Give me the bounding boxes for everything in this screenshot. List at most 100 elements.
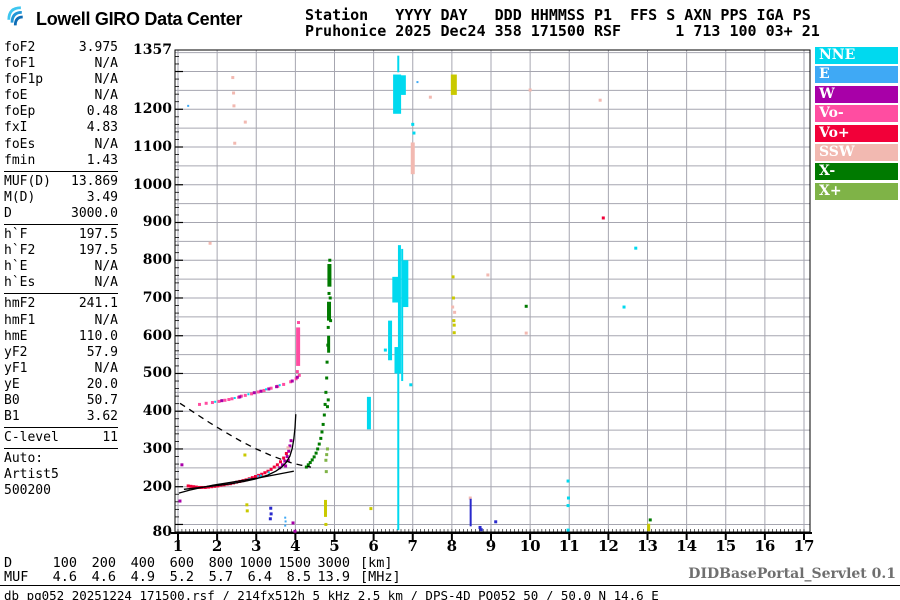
echo-point-yellow-echoes [452, 323, 456, 327]
echo-point-second-hop-magenta [290, 379, 294, 383]
echo-point-second-hop-cyan [278, 384, 281, 387]
parameter-row: fxI 4.83 [4, 120, 118, 136]
echo-bar-spread-f-cyan [402, 260, 409, 308]
parameter-row: foE N/A [4, 88, 118, 104]
echo-point-o-trace-spread-magenta [180, 463, 184, 467]
parameter-row: C-level 11 [4, 430, 118, 446]
echo-bar-x-trace [327, 335, 331, 353]
echo-bar-spread-f-cyan [394, 347, 401, 374]
parameter-value: 3.49 [86, 189, 118, 205]
parameter-row: hmE 110.0 [4, 329, 118, 345]
echo-point-second-hop-magenta [267, 387, 271, 391]
echo-bar-spread-f-cyan [401, 248, 404, 382]
parameter-value: 197.5 [78, 243, 118, 259]
parameter-value: N/A [94, 72, 118, 88]
y-axis-tick-label: 200 [142, 478, 172, 495]
echo-point-spread-f-cyan [411, 122, 415, 126]
muf-row-value: 5.2 [169, 569, 194, 585]
echo-point-yellow-echoes [245, 503, 249, 507]
echo-point-x-trace [312, 455, 316, 459]
parameter-value: 13.869 [71, 173, 118, 189]
echo-point-second-hop-pink [256, 390, 260, 394]
parameter-label: foF1p [4, 72, 44, 88]
echo-point-x-trace [314, 451, 318, 455]
parameter-row: hmF2 241.1 [4, 296, 118, 312]
x-axis-tick-label: 17 [793, 537, 815, 555]
y-axis-tick-label: 700 [142, 289, 172, 306]
echo-point-navy-echoes [479, 528, 483, 532]
d-row-value: 1000 [239, 555, 272, 571]
echo-point-ssw-echoes [451, 305, 455, 309]
echo-point-x-trace [328, 296, 332, 300]
echo-point-trace-sprinkles-blue [284, 520, 287, 523]
parameter-label: hmE [4, 328, 28, 344]
parameter-row: M(D) 3.49 [4, 190, 118, 206]
echo-point-o-trace-spread-magenta [286, 458, 290, 462]
echo-point-second-hop-cyan [265, 388, 268, 391]
d-row-value: 1500 [278, 555, 311, 571]
parameter-label: D [4, 205, 12, 221]
echo-point-o-trace [279, 460, 283, 464]
echo-bar-yellow-echoes [647, 523, 651, 532]
echo-point-o-trace [260, 472, 264, 476]
echo-point-o-trace [275, 463, 279, 467]
echo-point-x-trace [325, 405, 329, 409]
echo-point-yellow-echoes [452, 319, 456, 323]
legend-item-nne: NNE [815, 47, 898, 64]
echo-point-spread-f-cyan [622, 305, 626, 309]
parameter-row: h`Es N/A [4, 275, 118, 291]
echo-point-ssw-echoes [468, 496, 472, 500]
echo-point-o-trace [282, 456, 286, 460]
echo-point-second-hop-pink [262, 388, 266, 392]
echo-point-second-hop-magenta [220, 399, 224, 403]
echo-point-x-trace [304, 465, 308, 469]
d-row-value: 400 [130, 555, 155, 571]
echo-point-x-trace [320, 430, 324, 434]
echo-point-navy-echoes [268, 517, 272, 521]
echo-bar-spread-f-cyan [366, 396, 371, 430]
echo-point-spread-f-cyan [566, 479, 570, 483]
parameter-value: 241.1 [78, 296, 118, 312]
muf-row-label: MUF [4, 569, 29, 585]
echo-point-yellow-echoes [243, 453, 247, 457]
y-axis-tick-label: 500 [142, 365, 172, 382]
echo-point-trace-sprinkles-blue [284, 524, 287, 527]
x-axis-tick-label: 5 [329, 537, 340, 555]
parameter-row: foEs N/A [4, 137, 118, 153]
parameter-row: MUF(D) 13.869 [4, 174, 118, 190]
echo-point-x-trace [319, 436, 323, 440]
echo-point-second-hop-pink [217, 399, 221, 403]
echo-point-trace-sprinkles-blue [187, 104, 190, 107]
echo-point-second-hop-pink [294, 377, 298, 381]
parameter-row: hmF1 N/A [4, 313, 118, 329]
echo-point-ssw-echoes [598, 98, 602, 102]
echo-bar-spread-f-cyan [397, 245, 401, 374]
echo-point-trace-sprinkles-cyan [267, 471, 270, 474]
d-row-value: 600 [169, 555, 194, 571]
echo-bar-ssw-echoes [410, 142, 415, 175]
echo-point-navy-echoes [494, 520, 498, 524]
echo-point-x-trace [524, 304, 528, 308]
echo-point-second-hop-magenta [238, 395, 242, 399]
echo-point-x-trace [329, 319, 333, 323]
echo-point-o-trace [266, 469, 270, 473]
muf-row-value: 4.6 [91, 569, 116, 585]
parameter-row: Artist5 [4, 467, 118, 483]
giro-arcs-icon [6, 4, 32, 34]
echo-point-x-trace [326, 398, 330, 402]
legend-item-w: W [815, 85, 898, 103]
echo-point-o-trace-spread-magenta [283, 459, 287, 463]
parameter-label: M(D) [4, 189, 36, 205]
parameter-row: foF1 N/A [4, 56, 118, 72]
echo-bar-x-trace [327, 264, 332, 287]
echo-point-o-trace-spread-magenta [285, 455, 289, 459]
d-row-value: 3000 [317, 555, 350, 571]
echo-point-o-trace [253, 475, 257, 479]
parameter-value: 11 [102, 430, 118, 446]
parameter-row: foEp 0.48 [4, 104, 118, 120]
parameter-row: B0 50.7 [4, 393, 118, 409]
x-axis-tick-label: 1 [172, 537, 184, 555]
echo-point-yellow-echoes [452, 331, 456, 335]
muf-row-value: 8.5 [286, 569, 311, 585]
